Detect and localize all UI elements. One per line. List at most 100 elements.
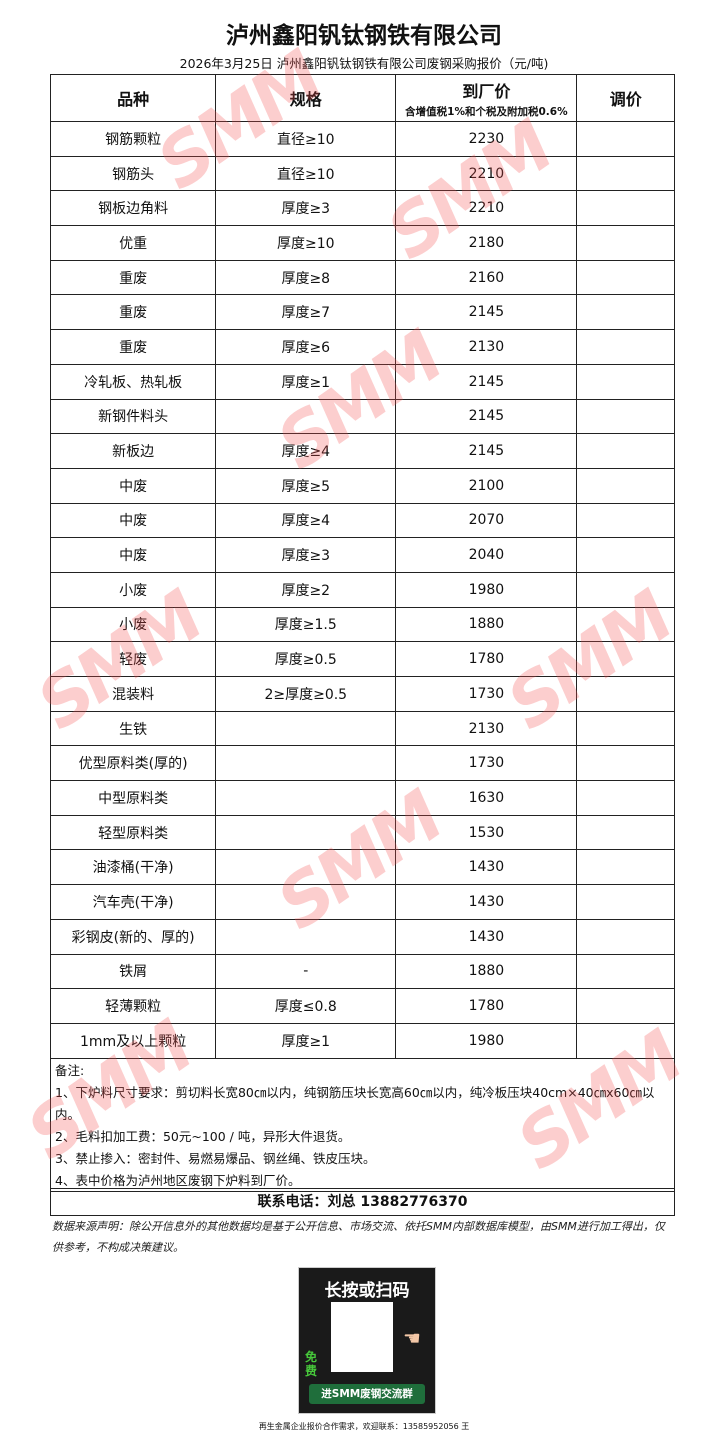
table-row: 铁屑 -1880 <box>49 953 675 990</box>
cell-adjust <box>576 363 675 400</box>
cell-price: 2210 <box>395 190 578 227</box>
cell-spec: 厚度≥1.5 <box>215 606 397 643</box>
cell-variety: 中型原料类 <box>49 780 217 816</box>
header-variety: 品种 <box>49 74 217 122</box>
cell-variety: 优型原料类(厚的) <box>49 745 217 782</box>
cell-variety: 轻型原料类 <box>49 814 217 851</box>
cell-adjust <box>576 225 675 261</box>
pointing-hand-icon: ☚ <box>403 1326 421 1350</box>
notes-label: 备注: <box>55 1063 85 1078</box>
cell-price: 2130 <box>395 329 578 365</box>
cell-price: 1980 <box>395 571 578 608</box>
cell-price: 2145 <box>395 398 578 435</box>
cell-variety: 钢筋头 <box>49 155 217 192</box>
cell-adjust <box>576 988 675 1024</box>
cell-spec <box>215 918 397 955</box>
note-item: 3、禁止掺入：密封件、易燃易爆品、钢丝绳、铁皮压块。 <box>55 1151 376 1166</box>
cell-price: 1430 <box>395 884 578 920</box>
table-row: 优型原料类(厚的) 1730 <box>49 745 675 782</box>
cell-price: 1880 <box>395 606 578 643</box>
note-item: 4、表中价格为泸州地区废钢下炉料到厂价。 <box>55 1173 301 1188</box>
table-row: 新板边 厚度≥4 2145 <box>49 433 675 469</box>
cell-adjust <box>576 294 675 331</box>
cell-adjust <box>576 780 675 816</box>
table-row: 1mm及以上颗粒 厚度≥1 1980 <box>49 1022 675 1059</box>
cell-adjust <box>576 918 675 955</box>
cell-price: 1730 <box>395 676 578 712</box>
cell-spec: 厚度≥4 <box>215 433 397 469</box>
cell-price: 1980 <box>395 1022 578 1059</box>
table-row: 新钢件料头 2145 <box>49 398 675 435</box>
cell-spec <box>215 745 397 782</box>
cell-adjust <box>576 814 675 851</box>
join-group-button[interactable]: 进SMM废钢交流群 <box>309 1384 425 1404</box>
header-price-note: 含增值税1%和个税及附加税0.6% <box>405 105 568 118</box>
cell-adjust <box>576 745 675 782</box>
cell-spec: 厚度≥8 <box>215 259 397 296</box>
cell-adjust <box>576 849 675 886</box>
header-price: 到厂价含增值税1%和个税及附加税0.6% <box>395 74 578 122</box>
header-price-label: 到厂价 <box>462 81 511 101</box>
cell-variety: 汽车壳(干净) <box>49 884 217 920</box>
cell-spec: 厚度≥6 <box>215 329 397 365</box>
note-item: 2、毛料扣加工费：50元~100 / 吨，异形大件退货。 <box>55 1129 351 1144</box>
cell-variety: 生铁 <box>49 710 217 747</box>
notes-section: 备注: 1、下炉料尺寸要求：剪切料长宽80㎝以内，纯钢筋压块长宽高60㎝以内，纯… <box>50 1058 675 1192</box>
header-spec: 规格 <box>215 74 397 122</box>
cell-price: 2160 <box>395 259 578 296</box>
cell-adjust <box>576 329 675 365</box>
cell-spec: 直径≥10 <box>215 155 397 192</box>
cell-price: 2100 <box>395 467 578 504</box>
cell-price: 1430 <box>395 918 578 955</box>
cell-variety: 重废 <box>49 259 217 296</box>
cell-spec <box>215 710 397 747</box>
cell-spec: 厚度≥1 <box>215 1022 397 1059</box>
cell-price: 2070 <box>395 502 578 539</box>
table-row: 轻薄颗粒 厚度≤0.8 1780 <box>49 988 675 1024</box>
cell-spec: 厚度≥10 <box>215 225 397 261</box>
cell-price: 2040 <box>395 537 578 573</box>
cell-adjust <box>576 259 675 296</box>
qr-free-label: 免费 <box>305 1350 318 1378</box>
table-row: 重废 厚度≥7 2145 <box>49 294 675 331</box>
cell-spec <box>215 398 397 435</box>
contact-phone: 联系电话：刘总 13882776370 <box>50 1188 675 1216</box>
table-row: 中型原料类 1630 <box>49 780 675 816</box>
cell-price: 2145 <box>395 363 578 400</box>
qr-code-icon[interactable] <box>331 1302 393 1372</box>
cell-variety: 铁屑 <box>49 953 217 990</box>
cell-price: 2145 <box>395 294 578 331</box>
table-header: 品种 规格 到厂价含增值税1%和个税及附加税0.6% 调价 <box>49 74 675 122</box>
page-title: 泸州鑫阳钒钛钢铁有限公司 <box>226 23 502 49</box>
cell-spec <box>215 884 397 920</box>
cell-spec: 厚度≥0.5 <box>215 641 397 677</box>
table-row: 中废 厚度≥4 2070 <box>49 502 675 539</box>
table-row: 中废 厚度≥5 2100 <box>49 467 675 504</box>
cell-spec: 厚度≥2 <box>215 571 397 608</box>
cell-price: 2210 <box>395 155 578 192</box>
table-row: 重废 厚度≥6 2130 <box>49 329 675 365</box>
cell-price: 1630 <box>395 780 578 816</box>
cell-spec: 2≥厚度≥0.5 <box>215 676 397 712</box>
table-row: 小废 厚度≥2 1980 <box>49 571 675 608</box>
cell-price: 1880 <box>395 953 578 990</box>
header-adjust: 调价 <box>576 74 675 122</box>
cell-adjust <box>576 537 675 573</box>
cell-adjust <box>576 710 675 747</box>
cell-price: 2145 <box>395 433 578 469</box>
qr-promo[interactable]: 长按或扫码 免费 ☚ 进SMM废钢交流群 <box>298 1267 436 1414</box>
cell-spec <box>215 814 397 851</box>
cell-spec: 厚度≥3 <box>215 190 397 227</box>
cell-spec: 厚度≥5 <box>215 467 397 504</box>
table-row: 钢筋头 直径≥10 2210 <box>49 155 675 192</box>
table-row: 优重 厚度≥10 2180 <box>49 225 675 261</box>
cell-variety: 中废 <box>49 537 217 573</box>
cell-price: 2180 <box>395 225 578 261</box>
cell-adjust <box>576 398 675 435</box>
cell-variety: 油漆桶(干净) <box>49 849 217 886</box>
cell-price: 1780 <box>395 641 578 677</box>
table-row: 小废 厚度≥1.5 1880 <box>49 606 675 643</box>
cell-adjust <box>576 155 675 192</box>
table-row: 轻型原料类 1530 <box>49 814 675 851</box>
